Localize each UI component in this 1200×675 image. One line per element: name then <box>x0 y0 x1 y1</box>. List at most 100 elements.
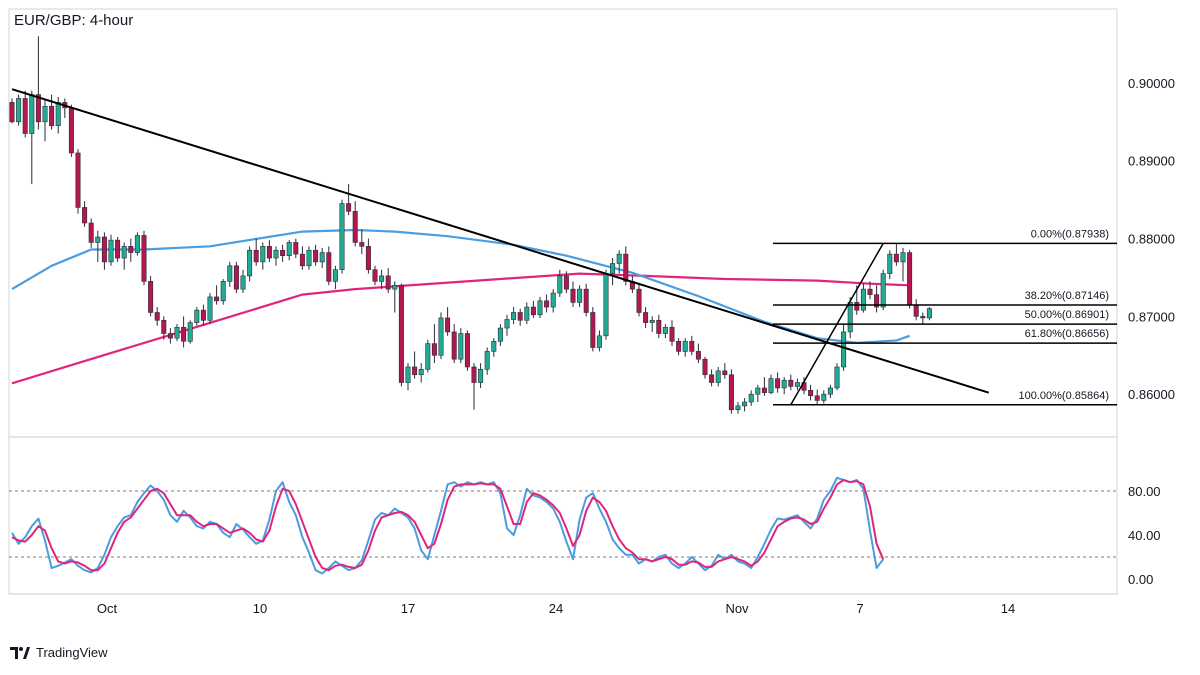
candle-body <box>821 393 827 401</box>
chart-title: EUR/GBP: 4-hour <box>14 12 133 29</box>
candle-body <box>550 292 556 308</box>
candle-body <box>266 246 272 259</box>
candle-body <box>841 331 847 368</box>
candle-body <box>154 312 160 321</box>
candle-body <box>860 288 866 311</box>
candle-body <box>42 105 48 123</box>
candle-body <box>893 253 899 263</box>
candle-body <box>299 253 305 267</box>
candle-body <box>286 242 292 256</box>
candle-body <box>82 207 88 224</box>
candle-body <box>913 304 919 317</box>
time-axis[interactable]: Oct 10 17 24 Nov 7 14 <box>97 601 1015 616</box>
candle-body <box>293 242 299 255</box>
candle-body <box>517 312 523 321</box>
candle-body <box>557 275 563 294</box>
candle-body <box>464 333 470 368</box>
candle-body <box>583 288 589 313</box>
time-tick-label: 10 <box>253 601 267 616</box>
time-tick-label: 7 <box>856 601 863 616</box>
candlestick-series <box>9 36 932 414</box>
candle-body <box>141 235 147 282</box>
candle-body <box>537 300 543 316</box>
candle-body <box>372 269 378 282</box>
candle-body <box>814 395 820 401</box>
trendline-group[interactable] <box>11 88 990 394</box>
candle-body <box>319 252 325 263</box>
price-axis[interactable]: 0.90000 0.89000 0.88000 0.87000 0.86000 <box>1128 76 1175 402</box>
candle-body <box>682 340 688 352</box>
stochastic-tick-label: 0.00 <box>1128 572 1153 587</box>
tradingview-logo-icon <box>10 646 30 659</box>
candle-body <box>412 366 418 376</box>
candle-body <box>398 284 404 383</box>
candle-body <box>174 326 180 339</box>
candle-body <box>187 322 193 342</box>
candle-body <box>352 211 358 243</box>
candle-body <box>128 246 134 253</box>
candle-body <box>616 253 622 264</box>
candle-body <box>775 378 781 389</box>
candle-body <box>148 281 154 313</box>
candle-body <box>768 378 774 393</box>
candle-body <box>253 249 259 263</box>
candle-body <box>649 319 655 323</box>
candle-body <box>874 294 880 308</box>
candle-body <box>563 275 569 290</box>
time-tick-label: Nov <box>725 601 749 616</box>
candle-body <box>544 300 550 308</box>
fibonacci-level-label: 100.00%(0.85864) <box>1018 390 1109 402</box>
candle-body <box>887 253 893 274</box>
stochastic-axis[interactable]: 80.00 40.00 0.00 <box>1128 484 1161 587</box>
candle-body <box>167 333 173 339</box>
candle-body <box>75 152 81 208</box>
stochastic-k-line <box>11 476 884 575</box>
candle-body <box>827 387 833 395</box>
candle-body <box>794 382 800 387</box>
candle-body <box>695 351 701 360</box>
candle-body <box>233 265 239 290</box>
candle-body <box>728 374 734 411</box>
candle-body <box>280 249 286 256</box>
candle-body <box>458 333 464 360</box>
candle-body <box>346 203 352 212</box>
candle-body <box>524 306 530 321</box>
candle-body <box>227 265 233 282</box>
descending-trendline <box>11 88 990 394</box>
stochastic-levels <box>9 490 1117 558</box>
candle-body <box>438 317 444 356</box>
stochastic-tick-label: 40.00 <box>1128 528 1161 543</box>
candle-body <box>735 405 741 411</box>
candle-body <box>181 326 187 342</box>
candle-body <box>497 327 503 342</box>
candle-body <box>610 263 616 274</box>
candle-body <box>418 368 424 376</box>
candle-body <box>16 98 22 123</box>
candle-body <box>431 343 437 356</box>
candle-body <box>742 401 748 407</box>
time-tick-label: 14 <box>1001 601 1015 616</box>
candle-body <box>577 288 583 303</box>
candle-body <box>115 239 121 259</box>
candle-body <box>405 366 411 383</box>
candle-body <box>755 387 761 395</box>
candle-body <box>596 335 602 348</box>
candle-body <box>504 319 510 329</box>
candle-body <box>907 252 913 306</box>
candle-body <box>194 309 200 323</box>
candle-body <box>900 252 906 263</box>
brand[interactable]: TradingView <box>10 645 108 660</box>
candle-body <box>511 312 517 320</box>
brand-name: TradingView <box>36 645 108 660</box>
candle-body <box>273 249 279 259</box>
candle-body <box>662 326 668 334</box>
candle-body <box>689 340 695 352</box>
candle-body <box>95 236 101 243</box>
fibonacci-retracement[interactable]: 0.00%(0.87938) 38.20%(0.87146) 50.00%(0.86… <box>773 228 1117 406</box>
candle-body <box>247 249 253 277</box>
candle-body <box>570 288 576 303</box>
candle-body <box>603 273 609 337</box>
candle-body <box>590 312 596 348</box>
candle-body <box>808 390 814 397</box>
